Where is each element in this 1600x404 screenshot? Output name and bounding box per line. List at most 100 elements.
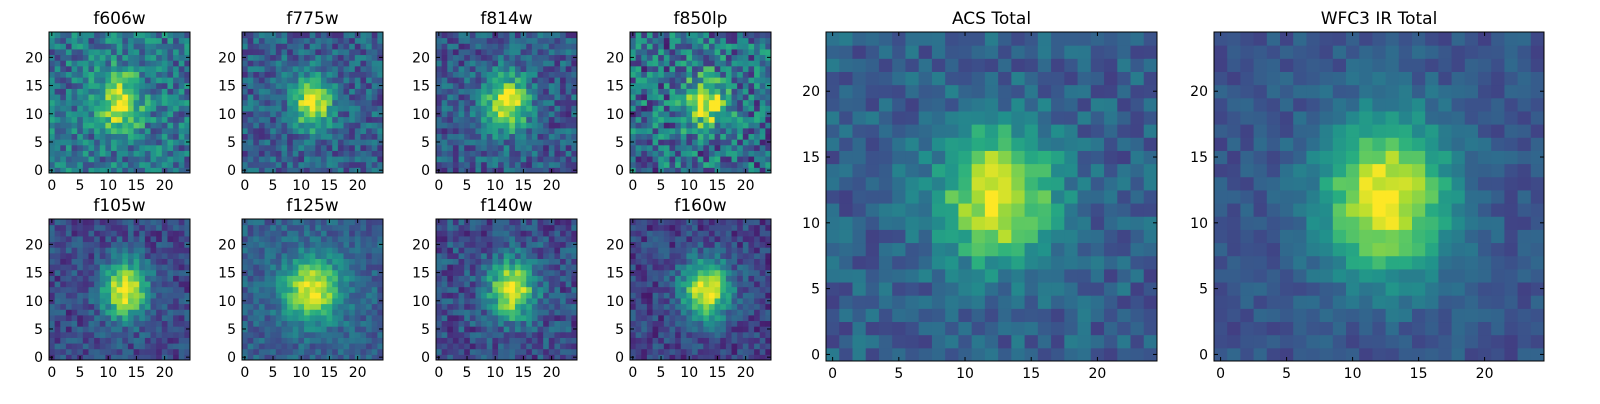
heatmap-cell — [475, 321, 481, 327]
heatmap-cell — [344, 225, 350, 231]
heatmap-cell — [145, 332, 151, 338]
heatmap-cell — [641, 150, 647, 156]
heatmap-cell — [167, 66, 173, 72]
heatmap-cell — [139, 343, 145, 349]
heatmap-cell — [111, 38, 117, 44]
heatmap-cell — [760, 55, 766, 61]
heatmap-cell — [72, 162, 78, 168]
heatmap-cell — [560, 77, 566, 83]
heatmap-cell — [304, 32, 310, 38]
heatmap-cell — [117, 156, 123, 162]
heatmap-cell — [560, 145, 566, 151]
heatmap-cell — [315, 105, 321, 111]
heatmap-cell — [709, 134, 715, 140]
heatmap-cell — [253, 225, 259, 231]
heatmap-cell — [436, 94, 442, 100]
heatmap-cell — [293, 236, 299, 242]
heatmap-cell — [179, 332, 185, 338]
heatmap-cell — [310, 247, 316, 253]
heatmap-cell — [276, 315, 282, 321]
heatmap-cell — [355, 145, 361, 151]
heatmap-cell — [492, 242, 498, 248]
heatmap-cell — [315, 150, 321, 156]
heatmap-cell — [566, 71, 572, 77]
heatmap-cell — [332, 66, 338, 72]
heatmap-cell — [349, 156, 355, 162]
heatmap-cell — [72, 275, 78, 281]
heatmap-cell — [681, 60, 687, 66]
heatmap-cell — [720, 71, 726, 77]
heatmap-cell — [681, 139, 687, 145]
heatmap-cell — [447, 49, 453, 55]
heatmap-cell — [726, 60, 732, 66]
heatmap-cell — [179, 264, 185, 270]
heatmap-cell — [492, 343, 498, 349]
heatmap-cell — [681, 94, 687, 100]
heatmap-cell — [287, 49, 293, 55]
heatmap-cell — [453, 49, 459, 55]
heatmap-cell — [128, 122, 134, 128]
heatmap-cell — [298, 150, 304, 156]
heatmap-cell — [560, 321, 566, 327]
heatmap-cell — [470, 270, 476, 276]
heatmap-cell — [372, 111, 378, 117]
heatmap-cell — [344, 258, 350, 264]
heatmap-cell — [162, 43, 168, 49]
heatmap-cell — [83, 128, 89, 134]
heatmap-cell — [560, 326, 566, 332]
heatmap-cell — [630, 77, 636, 83]
heatmap-cell — [372, 128, 378, 134]
heatmap-cell — [498, 71, 504, 77]
heatmap-cell — [100, 128, 106, 134]
heatmap-cell — [698, 111, 704, 117]
heatmap-cell — [156, 287, 162, 293]
heatmap-cell — [332, 309, 338, 315]
heatmap-cell — [760, 332, 766, 338]
heatmap-cell — [327, 134, 333, 140]
heatmap-cell — [475, 247, 481, 253]
heatmap-cell — [122, 270, 128, 276]
heatmap-cell — [641, 145, 647, 151]
heatmap-cell — [332, 247, 338, 253]
heatmap-cell — [270, 162, 276, 168]
heatmap-cell — [145, 94, 151, 100]
heatmap-cell — [760, 77, 766, 83]
heatmap-cell — [641, 100, 647, 106]
heatmap-cell — [487, 292, 493, 298]
heatmap-cell — [532, 88, 538, 94]
heatmap-cell — [248, 111, 254, 117]
heatmap-cell — [151, 326, 157, 332]
heatmap-cell — [117, 66, 123, 72]
heatmap-cell — [315, 236, 321, 242]
heatmap-cell — [134, 225, 140, 231]
heatmap-cell — [498, 264, 504, 270]
heatmap-cell — [315, 264, 321, 270]
heatmap-cell — [720, 281, 726, 287]
heatmap-cell — [344, 66, 350, 72]
heatmap-cell — [60, 111, 66, 117]
heatmap-cell — [743, 43, 749, 49]
heatmap-cell — [492, 145, 498, 151]
heatmap-cell — [128, 55, 134, 61]
heatmap-cell — [310, 100, 316, 106]
heatmap-cell — [298, 275, 304, 281]
heatmap-cell — [60, 77, 66, 83]
heatmap-cell — [737, 111, 743, 117]
heatmap-cell — [498, 32, 504, 38]
heatmap-cell — [349, 247, 355, 253]
heatmap-cell — [287, 275, 293, 281]
heatmap-cell — [338, 100, 344, 106]
heatmap-cell — [509, 32, 515, 38]
heatmap-cell — [442, 105, 448, 111]
heatmap-cell — [77, 258, 83, 264]
heatmap-cell — [298, 343, 304, 349]
y-tick-label: 5 — [421, 322, 430, 338]
heatmap-cell — [566, 88, 572, 94]
heatmap-cell — [281, 117, 287, 123]
heatmap-cell — [709, 298, 715, 304]
heatmap-cell — [66, 225, 72, 231]
heatmap-cell — [128, 100, 134, 106]
heatmap-cell — [338, 258, 344, 264]
heatmap-cell — [281, 94, 287, 100]
heatmap-cell — [566, 38, 572, 44]
